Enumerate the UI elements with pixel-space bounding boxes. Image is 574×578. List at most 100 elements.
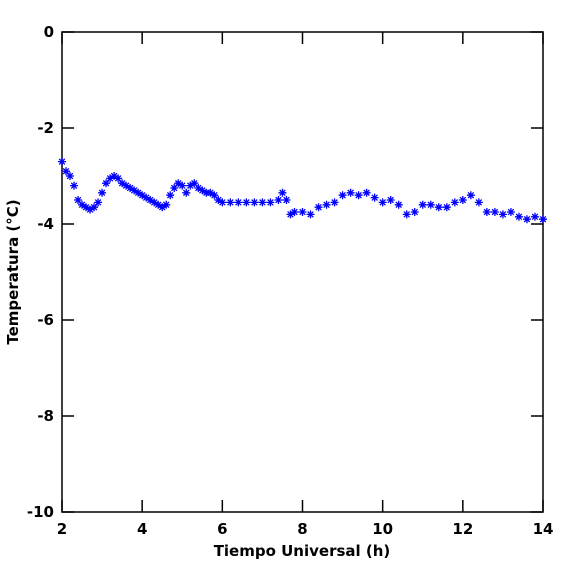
y-axis-label: Temperatura (°C) [4,199,22,344]
data-point [362,188,371,197]
data-point [186,181,195,190]
data-point [154,200,163,209]
data-point [402,210,411,219]
data-point [258,198,267,207]
y-tick-label: -4 [37,215,54,233]
data-point [214,196,223,204]
data-point [338,191,347,200]
data-point [98,188,107,197]
data-point [290,208,299,216]
data-point [206,188,215,197]
data-point [539,215,547,224]
data-point [146,196,155,204]
data-point [86,205,95,214]
data-point [170,184,179,192]
data-point [162,200,171,209]
data-point [306,210,315,219]
data-point [118,179,127,188]
data-point [410,208,419,216]
data-point [418,200,427,209]
data-point [106,174,115,183]
x-tick-label: 12 [452,520,473,538]
x-tick-label: 14 [533,520,554,538]
data-point [278,188,287,197]
y-tick-label: -2 [37,119,54,137]
data-point [450,198,459,207]
data-point [286,210,295,219]
data-point [62,167,71,176]
data-point [78,200,87,209]
x-tick-label: 6 [217,520,227,538]
x-axis-label: Tiempo Universal (h) [214,542,391,560]
y-tick-label: -6 [37,311,54,329]
data-point [386,196,395,204]
data-point [466,191,475,200]
data-point [134,188,143,197]
data-point [330,198,339,207]
data-point [370,193,379,202]
plot-frame [61,31,544,513]
data-point [74,196,83,204]
data-point [202,188,211,197]
data-point [498,210,507,219]
data-point [58,157,66,166]
data-point [122,181,131,190]
data-point [434,203,443,212]
data-point [282,196,291,204]
data-point [226,198,235,207]
data-point [506,208,515,216]
data-point [210,191,219,200]
data-point [530,212,539,221]
data-point [490,208,499,216]
data-point [102,179,111,188]
data-point [522,215,531,224]
data-point [514,212,523,221]
data-point [94,198,103,207]
y-tick-label: 0 [44,23,54,41]
data-point [298,208,307,216]
data-point [182,188,191,197]
data-point [126,184,135,192]
data-point [242,198,251,207]
data-point [70,181,79,190]
data-point [218,198,227,207]
data-point [458,196,467,204]
data-point [442,203,451,212]
data-point [482,208,491,216]
data-point [110,172,119,180]
y-tick-label: -8 [37,407,54,425]
data-point [250,198,259,207]
data-point [150,198,159,207]
data-point [474,198,483,207]
x-tick-label: 8 [297,520,307,538]
data-point [114,174,123,183]
data-point [354,191,363,200]
data-point [266,198,275,207]
data-point [166,191,175,200]
data-point [274,196,283,204]
data-point [82,203,91,212]
x-tick-label: 4 [137,520,147,538]
data-point [142,193,151,202]
data-point [322,200,331,209]
data-point [158,203,167,212]
data-point [198,186,207,195]
data-point [426,200,435,209]
data-point [130,186,139,195]
data-point [314,203,323,212]
x-tick-label: 2 [57,520,67,538]
x-tick-label: 10 [372,520,393,538]
data-point [194,184,203,192]
data-point [394,200,403,209]
data-point [138,191,147,200]
data-point [234,198,243,207]
data-point [174,179,183,188]
data-point [90,203,99,212]
data-point [190,179,199,188]
data-point [346,188,355,197]
data-point [178,181,187,190]
data-point [378,198,387,207]
data-point [66,172,75,180]
y-tick-label: -10 [27,503,54,521]
